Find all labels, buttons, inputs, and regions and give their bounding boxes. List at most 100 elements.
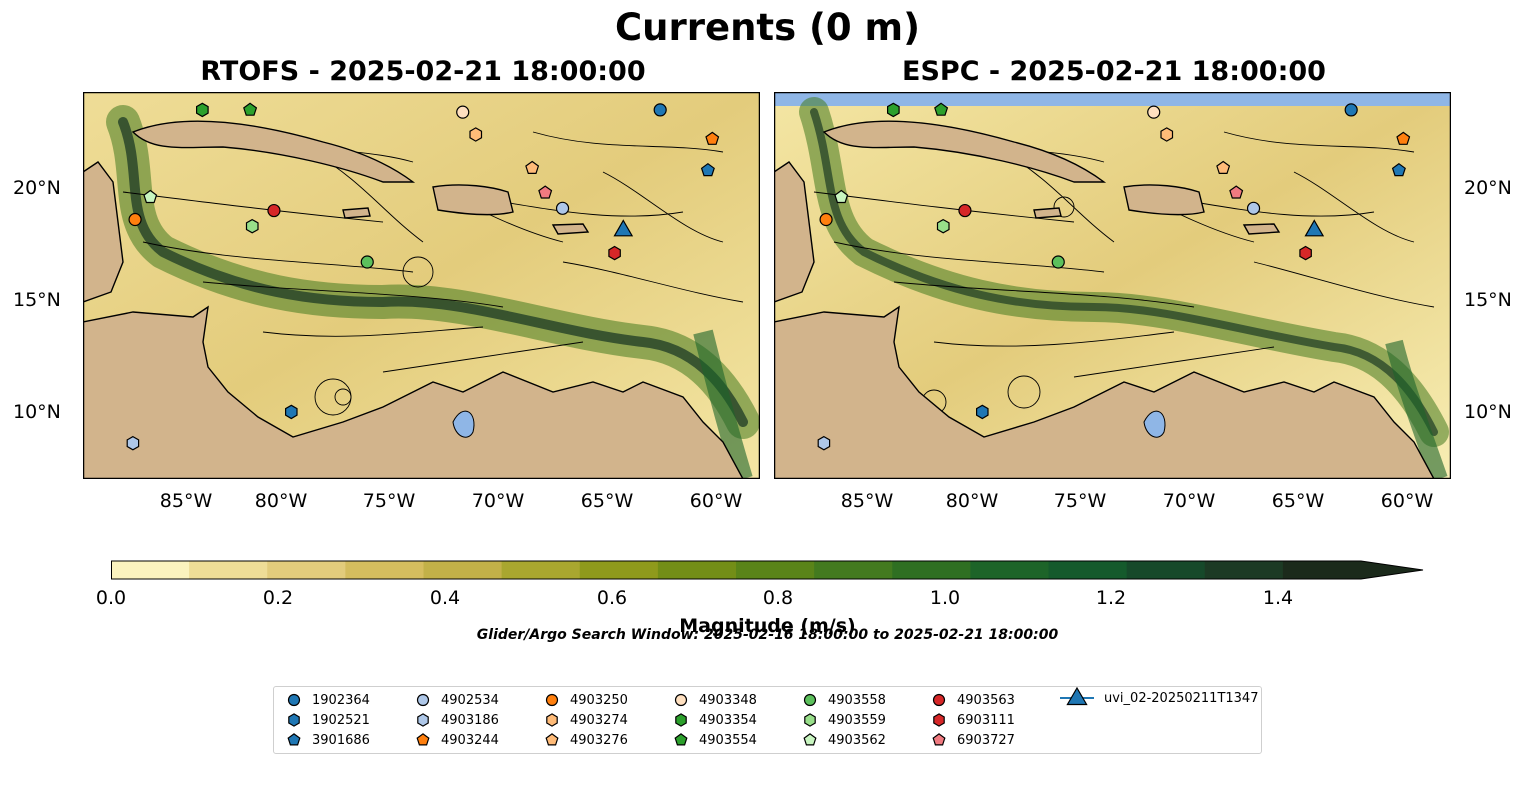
float-marker-1902521 [976, 404, 989, 420]
float-marker-uvi_02-20250211T1347 [613, 219, 634, 237]
jamaica [342, 207, 371, 219]
circle-marker-icon [803, 693, 817, 707]
float-marker-4903244 [705, 131, 720, 145]
streamlines [122, 131, 744, 416]
legend-label: 3901686 [312, 732, 370, 748]
lat-tick-label: 20°N [1464, 177, 1512, 199]
legend-item: 4903250 [544, 690, 628, 710]
colorbar-bin [345, 561, 424, 579]
lon-tick-label: 80°W [945, 490, 999, 512]
yucatan [83, 161, 124, 303]
hispaniola [432, 184, 514, 216]
legend-label: 4903554 [699, 732, 757, 748]
lon-tick-label: 65°W [580, 490, 634, 512]
float-marker-4903250 [819, 212, 833, 227]
cuba [822, 120, 1107, 183]
circle-marker-icon [287, 693, 301, 707]
colorbar-bin [657, 561, 737, 579]
lon-tick-label: 60°W [689, 490, 743, 512]
lon-tick-label: 65°W [1271, 490, 1325, 512]
legend-label: 1902364 [312, 692, 370, 708]
colorbar-tick-label: 0.8 [762, 587, 794, 609]
float-marker-4903276 [525, 160, 540, 175]
colorbar-bin [814, 561, 893, 579]
colorbar-tick-label: 0.4 [429, 587, 461, 609]
float-marker-4903554 [243, 102, 258, 116]
colorbar-bin [111, 561, 190, 579]
lake-maracaibo [452, 410, 475, 438]
legend-item: 4903348 [673, 690, 757, 710]
lon-tick-label: 75°W [1053, 490, 1107, 512]
legend-label: 4903559 [828, 712, 886, 728]
float-marker-6903111 [1299, 245, 1312, 261]
lat-tick-label: 10°N [13, 401, 61, 423]
float-marker-4903274 [469, 127, 483, 142]
legend-item: 4903562 [802, 730, 886, 750]
espc-map [774, 92, 1451, 479]
land [774, 120, 1435, 479]
rtofs-map [83, 92, 760, 479]
legend-item: 1902364 [286, 690, 370, 710]
colorbar-bin [892, 561, 971, 579]
colorbar-bin [1204, 561, 1284, 579]
legend-item: 4903558 [802, 690, 886, 710]
yucatan [774, 161, 815, 303]
float-marker-4903348 [1147, 105, 1161, 119]
espc-frame [774, 92, 1451, 479]
cuba [131, 120, 416, 183]
float-marker-4903244 [1396, 131, 1411, 145]
float-marker-4903186 [817, 435, 831, 451]
colorbar-bin [189, 561, 268, 579]
legend-label: 4903348 [699, 692, 757, 708]
float-marker-4903354 [886, 102, 900, 118]
glider-triangle-icon [1060, 687, 1094, 706]
central-south-america [83, 305, 744, 479]
rtofs-float-markers [126, 102, 720, 451]
colorbar-bin [501, 561, 581, 579]
colorbar-bin [1048, 561, 1128, 579]
float-marker-4903558 [360, 255, 374, 269]
colorbar-bin [1282, 561, 1423, 579]
colorbar-tick-label: 1.2 [1095, 587, 1127, 609]
eastern-jet [1385, 339, 1448, 479]
legend-label: 6903111 [957, 712, 1015, 728]
colorbar-bin [736, 561, 815, 579]
pentagon-marker-icon [803, 733, 817, 746]
float-marker-4903563 [958, 203, 972, 218]
rtofs-frame [83, 92, 760, 479]
float-marker-4903186 [126, 435, 140, 451]
legend-label: 4903274 [570, 712, 628, 728]
hexagon-marker-icon [288, 713, 300, 727]
legend-item: 6903727 [931, 730, 1015, 750]
legend-label: 4903276 [570, 732, 628, 748]
float-legend: 1902364 1902521 3901686 4902534 4903186 49032… [273, 686, 1262, 754]
lon-tick-label: 60°W [1380, 490, 1434, 512]
float-marker-4903276 [1216, 160, 1231, 175]
float-marker-4902534 [1246, 201, 1261, 215]
hexagon-marker-icon [933, 713, 945, 727]
lake-maracaibo [1143, 410, 1166, 438]
legend-item: 3901686 [286, 730, 370, 750]
hexagon-marker-icon [546, 713, 558, 727]
float-marker-4903558 [1051, 255, 1065, 269]
pentagon-marker-icon [545, 733, 559, 746]
float-marker-6903727 [1229, 185, 1244, 199]
legend-item: 4903559 [802, 710, 886, 730]
caribbean-current-core [118, 117, 748, 427]
central-south-america [774, 305, 1435, 479]
rtofs-map-canvas [83, 92, 760, 479]
pentagon-marker-icon [287, 733, 301, 746]
colorbar [111, 560, 1426, 584]
lat-tick-label: 10°N [1464, 401, 1512, 423]
legend-item: 6903111 [931, 710, 1015, 730]
legend-item: 4903563 [931, 690, 1015, 710]
float-marker-uvi_02-20250211T1347 [1304, 219, 1325, 237]
pentagon-marker-icon [674, 733, 688, 746]
colorbar-bin [423, 561, 503, 579]
legend-item: uvi_02-20250211T1347 [1060, 687, 1258, 708]
colorbar-tick-label: 0.2 [262, 587, 294, 609]
legend-item: 4902534 [415, 690, 499, 710]
colorbar-label: Magnitude (m/s) [679, 615, 856, 637]
circle-marker-icon [932, 693, 946, 707]
legend-item: 4903554 [673, 730, 757, 750]
